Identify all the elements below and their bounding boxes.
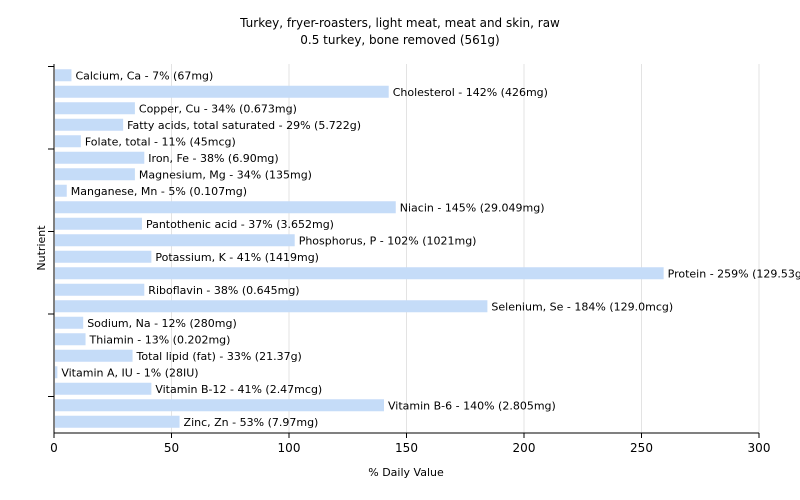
bar-label: Cholesterol - 142% (426mg)	[393, 86, 548, 99]
bar	[55, 333, 86, 346]
x-tick-label: 0	[50, 441, 58, 455]
bar	[55, 69, 72, 82]
bar-label: Phosphorus, P - 102% (1021mg)	[299, 234, 477, 247]
bar-label: Fatty acids, total saturated - 29% (5.72…	[127, 119, 361, 132]
x-tick-label: 300	[748, 441, 771, 455]
bar-label: Total lipid (fat) - 33% (21.37g)	[136, 350, 302, 363]
bar-label: Selenium, Se - 184% (129.0mcg)	[491, 300, 673, 313]
x-tick-label: 100	[278, 441, 301, 455]
bar-label: Manganese, Mn - 5% (0.107mg)	[71, 185, 247, 198]
bar	[55, 201, 396, 214]
bar-label: Iron, Fe - 38% (6.90mg)	[148, 152, 278, 165]
bar	[55, 283, 145, 296]
x-axis-title: % Daily Value	[368, 466, 444, 479]
bar-label: Vitamin B-6 - 140% (2.805mg)	[388, 399, 556, 412]
x-tick-label: 50	[164, 441, 179, 455]
bar-label: Copper, Cu - 34% (0.673mg)	[139, 102, 297, 115]
bar	[55, 151, 145, 164]
x-tick-label: 150	[395, 441, 418, 455]
bar	[55, 168, 135, 181]
bar	[55, 250, 152, 263]
bars: Calcium, Ca - 7% (67mg) Cholesterol - 142…	[55, 69, 800, 429]
bar	[55, 184, 67, 197]
bar	[55, 366, 58, 379]
bar	[55, 102, 135, 115]
bar	[55, 300, 488, 313]
y-axis-title: Nutrient	[35, 225, 48, 271]
chart-title: Turkey, fryer-roasters, light meat, meat…	[239, 16, 560, 30]
bar-label: Protein - 259% (129.53g)	[668, 267, 800, 280]
bar	[55, 118, 124, 131]
bar-label: Sodium, Na - 12% (280mg)	[87, 317, 237, 330]
chart-subtitle: 0.5 turkey, bone removed (561g)	[300, 33, 499, 47]
bar	[55, 85, 389, 98]
bar-label: Folate, total - 11% (45mcg)	[85, 135, 236, 148]
bar	[55, 135, 81, 148]
gridlines	[171, 64, 760, 433]
bar	[55, 415, 180, 428]
bar-label: Potassium, K - 41% (1419mg)	[155, 251, 319, 264]
bar-label: Magnesium, Mg - 34% (135mg)	[139, 168, 312, 181]
bar	[55, 234, 295, 247]
x-tick-label: 250	[630, 441, 653, 455]
bar-label: Calcium, Ca - 7% (67mg)	[75, 69, 213, 82]
bar-label: Thiamin - 13% (0.202mg)	[89, 333, 231, 346]
bar	[55, 217, 142, 230]
bar-label: Vitamin A, IU - 1% (28IU)	[61, 366, 198, 379]
bar	[55, 399, 384, 412]
bar-label: Riboflavin - 38% (0.645mg)	[148, 284, 299, 297]
x-tick-label: 200	[513, 441, 536, 455]
bar	[55, 382, 152, 395]
axes: 0 50 100 150 200 250 300	[48, 64, 770, 455]
bar-label: Niacin - 145% (29.049mg)	[400, 201, 545, 214]
bar-label: Pantothenic acid - 37% (3.652mg)	[146, 218, 334, 231]
bar	[55, 349, 133, 362]
bar	[55, 316, 84, 329]
bar-label: Zinc, Zn - 53% (7.97mg)	[184, 416, 319, 429]
bar-label: Vitamin B-12 - 41% (2.47mcg)	[155, 383, 322, 396]
bar	[55, 267, 664, 280]
